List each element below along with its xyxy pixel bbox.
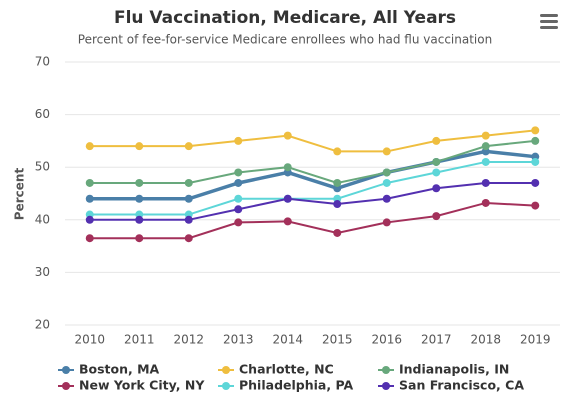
data-point	[184, 234, 193, 243]
legend-label[interactable]: Boston, MA	[79, 362, 160, 377]
data-point	[481, 198, 490, 207]
data-point	[135, 215, 144, 224]
series-line	[89, 201, 536, 240]
data-point	[234, 218, 243, 227]
chart-title: Flu Vaccination, Medicare, All Years	[114, 8, 456, 28]
legend-symbol	[62, 366, 70, 374]
data-point	[85, 194, 94, 203]
data-point	[382, 168, 391, 177]
data-point	[333, 228, 342, 237]
legend-label[interactable]: Charlotte, NC	[239, 362, 334, 377]
y-tick-label: 60	[35, 107, 50, 121]
data-point	[184, 215, 193, 224]
legend-symbol	[222, 366, 230, 374]
data-point	[432, 212, 441, 221]
series-line	[89, 129, 536, 153]
data-point	[234, 178, 243, 187]
data-point	[85, 142, 94, 151]
x-tick-label: 2017	[421, 333, 452, 347]
data-point	[531, 201, 540, 210]
data-point	[234, 194, 243, 203]
data-point	[531, 157, 540, 166]
x-tick-label: 2012	[173, 333, 204, 347]
data-point	[283, 194, 292, 203]
legend-symbol	[382, 382, 390, 390]
data-point	[531, 178, 540, 187]
data-point	[333, 147, 342, 156]
legend-label[interactable]: Philadelphia, PA	[239, 378, 353, 393]
data-point	[382, 194, 391, 203]
data-point	[481, 157, 490, 166]
data-point	[85, 178, 94, 187]
legend-symbol	[382, 366, 390, 374]
data-point	[234, 205, 243, 214]
y-tick-label: 30	[35, 265, 50, 279]
data-point	[283, 131, 292, 140]
y-tick-label: 50	[35, 160, 50, 174]
x-tick-label: 2013	[223, 333, 254, 347]
data-point	[184, 178, 193, 187]
data-point	[382, 178, 391, 187]
legend-symbol	[62, 382, 70, 390]
x-tick-label: 2015	[322, 333, 353, 347]
x-tick-label: 2010	[74, 333, 105, 347]
data-point	[531, 136, 540, 145]
data-point	[432, 136, 441, 145]
y-tick-label: 20	[35, 318, 50, 332]
data-point	[135, 178, 144, 187]
y-tick-label: 40	[35, 212, 50, 226]
data-point	[432, 184, 441, 193]
legend-label[interactable]: Indianapolis, IN	[399, 362, 509, 377]
data-point	[333, 200, 342, 209]
data-point	[283, 163, 292, 172]
data-point	[135, 234, 144, 243]
series-line	[89, 139, 536, 185]
menu-button[interactable]	[540, 14, 558, 29]
data-point	[234, 168, 243, 177]
data-point	[135, 142, 144, 151]
data-point	[481, 142, 490, 151]
x-tick-label: 2018	[470, 333, 501, 347]
data-point	[432, 168, 441, 177]
x-tick-label: 2016	[371, 333, 402, 347]
data-point	[283, 217, 292, 226]
x-tick-label: 2019	[520, 333, 551, 347]
data-point	[481, 131, 490, 140]
chart-subtitle: Percent of fee-for-service Medicare enro…	[78, 33, 492, 47]
data-point	[184, 142, 193, 151]
data-point	[432, 157, 441, 166]
data-point	[135, 194, 144, 203]
legend-label[interactable]: San Francisco, CA	[399, 378, 524, 393]
data-point	[531, 126, 540, 135]
y-axis-label: Percent	[13, 168, 27, 221]
data-point	[333, 178, 342, 187]
data-point	[85, 234, 94, 243]
data-point	[382, 218, 391, 227]
series-line	[89, 181, 536, 221]
data-point	[382, 147, 391, 156]
data-point	[481, 178, 490, 187]
data-point	[85, 215, 94, 224]
y-tick-label: 70	[35, 55, 50, 69]
data-point	[184, 194, 193, 203]
legend-symbol	[222, 382, 230, 390]
legend-label[interactable]: New York City, NY	[79, 378, 205, 393]
data-point	[234, 136, 243, 145]
series-line	[89, 149, 536, 201]
x-tick-label: 2014	[272, 333, 303, 347]
x-tick-label: 2011	[124, 333, 155, 347]
series-line	[89, 160, 536, 216]
